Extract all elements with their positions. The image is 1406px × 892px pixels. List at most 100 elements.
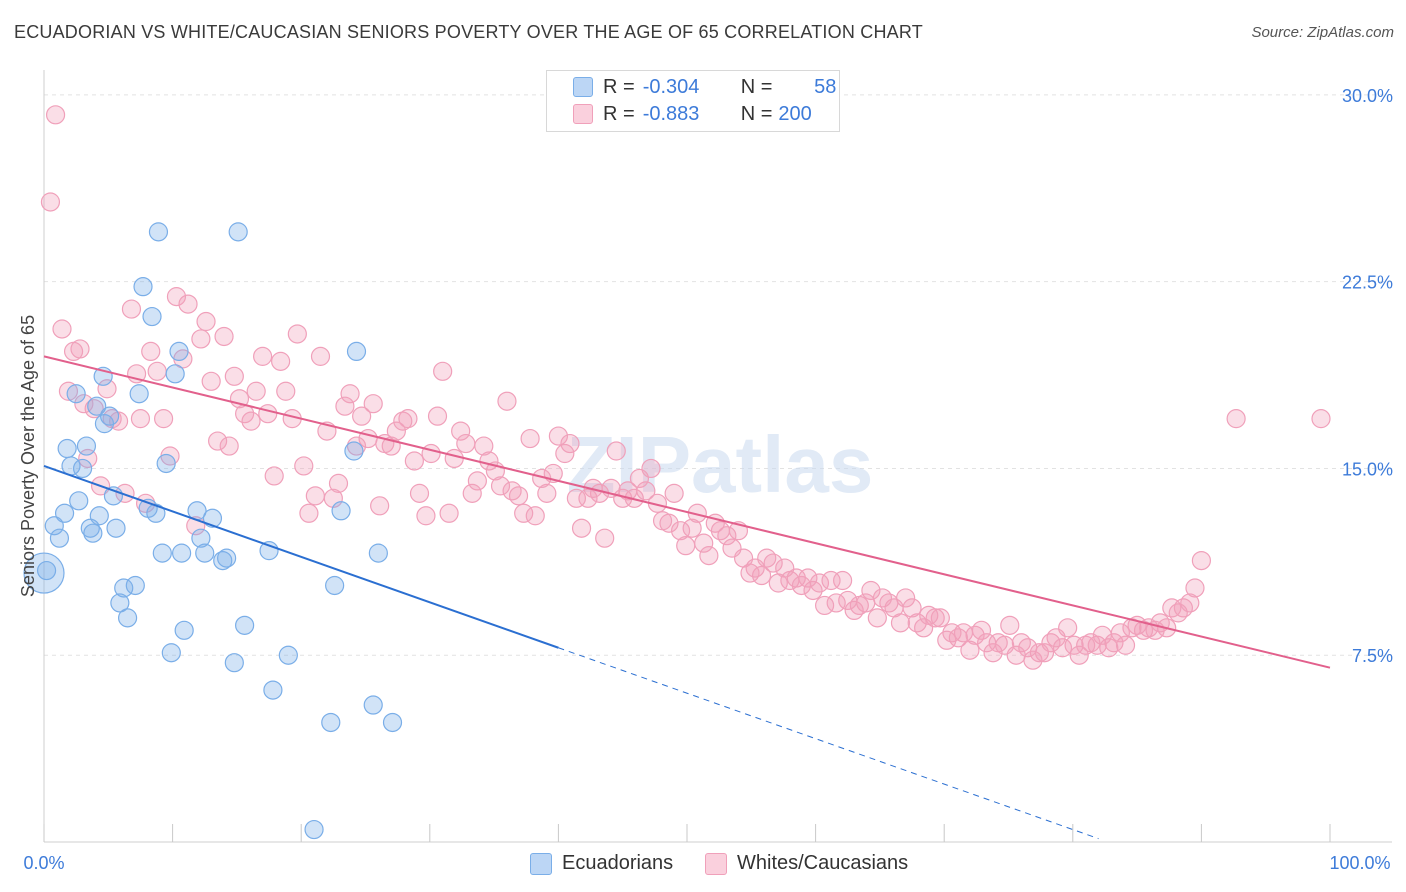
pink-point [253, 346, 273, 366]
pink-point [606, 441, 626, 461]
legend-n-label: N = [740, 75, 773, 98]
blue-point [146, 503, 166, 523]
y-tick-label: 30.0% [1342, 86, 1393, 106]
pink-point [1069, 645, 1089, 665]
pink-point [404, 451, 424, 471]
blue-point [54, 503, 75, 523]
blue-point [259, 541, 279, 561]
pink-point [699, 546, 719, 566]
pink-point [346, 436, 367, 456]
blue-point [224, 653, 244, 673]
pink-point [258, 404, 278, 424]
blue-trend-extension [558, 647, 1099, 840]
pink-point [1133, 620, 1154, 640]
pink-point [115, 483, 135, 503]
blue-swatch [573, 77, 593, 97]
pink-point [393, 411, 413, 431]
pink-point [444, 448, 464, 469]
pink-point [571, 518, 592, 538]
pink-series-points [40, 105, 1331, 670]
pink-point [398, 409, 418, 429]
pink-point [833, 570, 853, 591]
pink-point [1110, 623, 1130, 643]
pink-point [1000, 615, 1020, 635]
pink-point [153, 409, 174, 429]
pink-point [439, 503, 459, 523]
pink-point [40, 192, 61, 212]
blue-point [72, 458, 93, 479]
pink-point [1185, 578, 1205, 598]
pink-point [555, 443, 575, 464]
pink-point [1076, 635, 1096, 655]
blue-point [87, 396, 107, 416]
pink-point [214, 326, 234, 347]
pink-point [676, 536, 696, 556]
y-tick-label: 7.5% [1352, 646, 1393, 666]
legend-r-value: -0.883 [642, 102, 700, 125]
blue-point [23, 552, 65, 594]
pink-point [514, 503, 534, 523]
pink-point [757, 548, 777, 568]
pink-point [271, 351, 291, 371]
pink-point [1087, 635, 1107, 655]
blue-point [69, 491, 89, 511]
blue-point [304, 819, 324, 840]
blue-point [125, 575, 145, 596]
pink-point [694, 533, 714, 553]
pink-point [451, 421, 471, 441]
pink-point [664, 483, 684, 503]
pink-point [942, 623, 962, 643]
pink-point [1064, 635, 1084, 655]
x-tick-label: 0.0% [23, 853, 64, 873]
pink-point [803, 580, 823, 601]
blue-point [172, 543, 192, 563]
pink-point [1311, 409, 1331, 429]
pink-point [474, 436, 494, 456]
pink-point [595, 528, 615, 548]
pink-point [294, 456, 314, 476]
pink-trend-line [43, 355, 1331, 669]
pink-point [84, 399, 104, 419]
blue-point [117, 608, 138, 628]
blue-point [129, 384, 149, 404]
bottom-legend-label: Whites/Caucasians [737, 852, 909, 874]
legend-n-label: N = [740, 102, 773, 125]
chart-title: ECUADORIAN VS WHITE/CAUCASIAN SENIORS PO… [14, 22, 923, 42]
pink-swatch [705, 852, 727, 875]
bottom-legend-whites: Whites/Caucasians [705, 852, 908, 875]
blue-trend-line [43, 465, 559, 649]
blue-point [174, 620, 194, 640]
pink-point [520, 428, 540, 449]
pink-point [861, 580, 881, 601]
x-tick-label: 100.0% [1329, 853, 1390, 873]
pink-point [370, 496, 390, 516]
pink-point [1034, 643, 1055, 663]
blue-point [344, 441, 364, 461]
blue-point [165, 364, 185, 384]
pink-point [641, 458, 661, 479]
blue-point [217, 548, 237, 568]
pink-point [386, 421, 406, 441]
pink-point [1180, 593, 1200, 613]
pink-point [1104, 633, 1124, 653]
pink-point [1058, 618, 1078, 638]
pink-point [890, 613, 911, 633]
pink-point [121, 299, 142, 319]
pink-point [925, 608, 945, 628]
pink-point [409, 483, 430, 503]
blue-point [57, 438, 77, 459]
trend-lines [43, 355, 1331, 840]
pink-point [636, 481, 656, 501]
blue-point [325, 575, 345, 596]
pink-point [147, 361, 167, 381]
blue-point [321, 712, 341, 733]
pink-point [867, 608, 887, 628]
pink-point [682, 518, 702, 538]
pink-point [1226, 409, 1246, 429]
pink-point [1023, 650, 1043, 670]
pink-point [58, 381, 79, 401]
chart-source: Source: ZipAtlas.com [1251, 24, 1394, 41]
pink-point [965, 625, 985, 645]
pink-point [821, 570, 841, 591]
blue-point [263, 680, 283, 700]
